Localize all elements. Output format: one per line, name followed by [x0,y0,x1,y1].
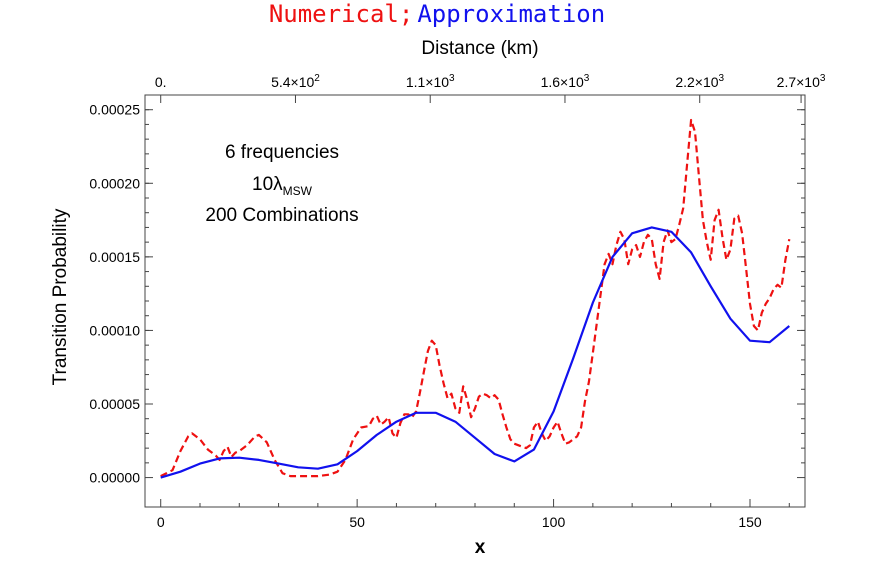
top-tick-label: 0. [155,74,167,90]
y-axis-title: Transition Probability [50,208,71,385]
y-tick-label: 0.00025 [89,102,140,118]
svg-text:Numerical; Approximation: Numerical; Approximation [269,0,605,28]
x-tick-label: 150 [738,514,762,530]
annotation-msw-subscript: MSW [283,184,313,198]
top-tick-exponent: 3 [719,73,725,84]
y-tick-label: 0.00000 [89,470,140,486]
annotation-frequencies: 6 frequencies [225,142,339,163]
top-tick-label: 1.1×103 [406,73,455,90]
top-tick-exponent: 3 [449,73,455,84]
x-tick-label: 0 [157,514,165,530]
series-line-approximation [160,226,790,479]
top-tick-exponent: 3 [820,73,826,84]
top-tick-label: 2.7×103 [777,73,826,90]
annotation-combinations: 200 Combinations [205,205,358,226]
annotation-lambda: 10λ [252,174,283,195]
series-line-numerical [160,118,791,478]
y-tick-label: 0.00020 [89,175,140,191]
top-tick-label: 5.4×102 [271,73,320,90]
top-axis-title: Distance (km) [421,38,538,59]
annotation: 6 frequencies 10λMSW 200 Combinations [205,142,358,226]
top-tick-exponent: 2 [314,73,320,84]
x-axis-title: x [475,537,486,558]
chart-title: Numerical; Approximation [269,0,605,28]
svg-text:10λMSW: 10λMSW [252,174,313,198]
y-tick-label: 0.00015 [89,249,140,265]
x-tick-label: 100 [542,514,566,530]
title-approximation: Approximation [417,0,605,28]
y-tick-label: 0.00010 [89,322,140,338]
top-tick-exponent: 3 [584,73,590,84]
title-numerical: Numerical; [269,0,414,28]
top-tick-label: 2.2×103 [675,73,724,90]
top-tick-label: 1.6×103 [541,73,590,90]
x-tick-label: 50 [349,514,365,530]
series-layer [160,118,791,479]
y-tick-label: 0.00005 [89,396,140,412]
ticks-layer: 0 50 100 1500.000000.000050.000100.000150.0… [89,73,826,530]
